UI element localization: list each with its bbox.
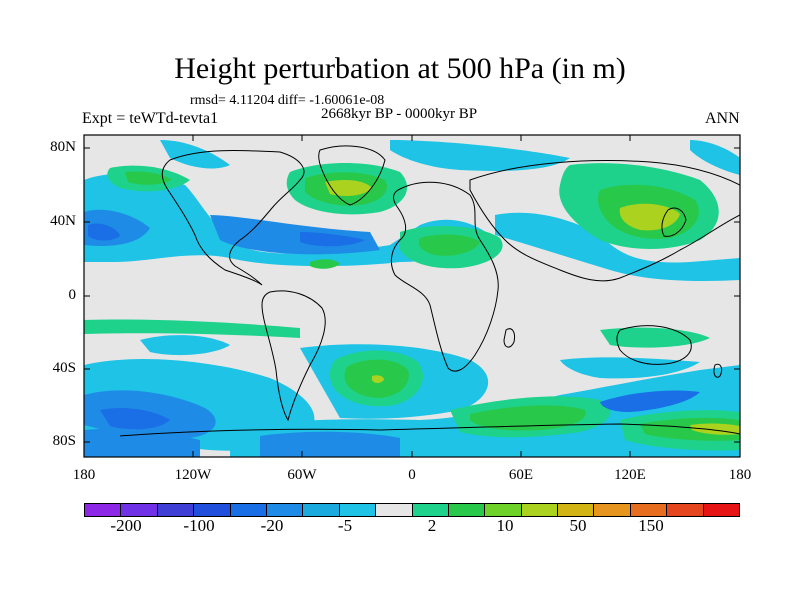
colorbar-box <box>703 504 740 516</box>
australia-outline <box>616 325 692 365</box>
colorbar-label: -20 <box>260 516 284 535</box>
neg-anomaly-region <box>84 428 200 457</box>
colorbar-label: -100 <box>183 516 215 535</box>
neg-anomaly-region <box>495 212 740 281</box>
colorbar-box <box>630 504 668 516</box>
lon-label-60e: 60E <box>508 467 534 483</box>
lon-label-180e: 180 <box>728 467 752 483</box>
colorbar-label: 150 <box>638 516 664 535</box>
lat-label-80n: 80N <box>50 139 76 155</box>
colorbar-box <box>667 504 704 516</box>
greenland-outline <box>318 145 386 206</box>
pos-anomaly-region <box>372 375 384 383</box>
neg-anomaly-region <box>690 140 740 175</box>
colorbar-box <box>558 504 595 516</box>
colorbar-box <box>594 504 631 516</box>
colorbar-label: -5 <box>337 516 353 535</box>
colorbar-box <box>376 504 413 516</box>
colorbar-box <box>194 504 231 516</box>
neg-anomaly-region <box>88 223 120 241</box>
pos-anomaly-region <box>470 405 586 431</box>
pos-anomaly-region <box>600 327 710 348</box>
colorbar-box <box>85 504 122 516</box>
lon-label-180w: 180 <box>72 467 96 483</box>
neg-anomaly-region <box>160 140 230 169</box>
contour-fill-layer-south <box>84 319 740 457</box>
colorbar-box <box>303 504 340 516</box>
colorbar-box <box>121 504 158 516</box>
lat-label-40s: 40S <box>52 360 76 376</box>
colorbar-box <box>157 504 195 516</box>
neg-anomaly-region <box>260 431 400 457</box>
pos-anomaly-region <box>310 259 340 269</box>
lat-label-eq: 0 <box>68 287 77 303</box>
colorbar-label: -200 <box>110 516 142 535</box>
neg-anomaly-region <box>600 390 700 412</box>
neg-anomaly-region <box>140 335 230 356</box>
colorbar <box>84 503 740 517</box>
madagascar-outline <box>503 328 515 348</box>
colorbar-box <box>266 504 304 516</box>
pos-anomaly-region <box>125 171 172 185</box>
colorbar-label: 10 <box>496 516 514 535</box>
neg-anomaly-region <box>300 232 365 247</box>
colorbar-box <box>485 504 522 516</box>
asia-outline <box>469 160 740 282</box>
south-america-outline <box>261 290 326 422</box>
lat-label-80s: 80S <box>52 433 76 449</box>
europe-africa-outline <box>390 181 499 372</box>
lon-label-0: 0 <box>408 467 416 483</box>
north-america-outline <box>161 149 305 286</box>
neg-anomaly-region <box>560 357 700 379</box>
colorbar-box <box>230 504 267 516</box>
pos-anomaly-region <box>418 234 480 256</box>
lon-label-60w: 60W <box>287 467 317 483</box>
lon-label-120w: 120W <box>174 467 212 483</box>
new-zealand-outline <box>713 363 723 378</box>
colorbar-box <box>521 504 559 516</box>
colorbar-box <box>412 504 449 516</box>
colorbar-box <box>448 504 486 516</box>
colorbar-label: 2 <box>427 516 437 535</box>
lat-label-40n: 40N <box>50 213 76 229</box>
pos-anomaly-region <box>84 319 300 338</box>
pos-anomaly-region <box>325 180 372 196</box>
neg-anomaly-region <box>84 173 490 267</box>
stats-subtitle: rmsd= 4.11204 diff= -1.60061e-08 <box>190 93 385 108</box>
japan-outline <box>661 207 687 237</box>
season-label: ANN <box>705 110 740 127</box>
period-subtitle: 2668kyr BP - 0000kyr BP <box>321 106 478 122</box>
axis-ticks <box>83 135 741 457</box>
map-title: Height perturbation at 500 hPa (in m) <box>174 52 626 85</box>
contour-fill-layer <box>84 140 740 281</box>
experiment-label: Expt = teWTd-tevta1 <box>82 110 219 127</box>
neg-anomaly-region <box>100 408 170 430</box>
pos-anomaly-region <box>619 203 680 231</box>
lon-label-120e: 120E <box>614 467 646 483</box>
antarctica-outline <box>119 423 740 437</box>
coastlines <box>119 145 740 437</box>
colorbar-box <box>339 504 377 516</box>
neg-anomaly-region <box>390 140 570 171</box>
colorbar-label: 50 <box>569 516 587 535</box>
